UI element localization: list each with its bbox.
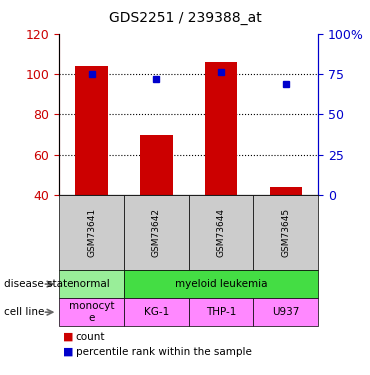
- Text: cell line: cell line: [4, 307, 44, 317]
- Bar: [205, 62, 237, 195]
- Text: percentile rank within the sample: percentile rank within the sample: [76, 347, 252, 357]
- Text: myeloid leukemia: myeloid leukemia: [175, 279, 267, 289]
- Bar: [270, 187, 302, 195]
- Text: THP-1: THP-1: [206, 307, 236, 317]
- Text: ■: ■: [63, 332, 73, 342]
- Text: disease state: disease state: [4, 279, 73, 289]
- Bar: [75, 66, 108, 195]
- Text: U937: U937: [272, 307, 299, 317]
- Text: count: count: [76, 332, 105, 342]
- Text: GSM73644: GSM73644: [216, 208, 226, 257]
- Text: ■: ■: [63, 347, 73, 357]
- Text: GSM73645: GSM73645: [281, 208, 290, 257]
- Text: GDS2251 / 239388_at: GDS2251 / 239388_at: [109, 11, 261, 25]
- Text: GSM73642: GSM73642: [152, 208, 161, 257]
- Text: normal: normal: [73, 279, 110, 289]
- Text: KG-1: KG-1: [144, 307, 169, 317]
- Text: monocyt
e: monocyt e: [69, 302, 114, 323]
- Bar: [140, 135, 172, 195]
- Text: GSM73641: GSM73641: [87, 208, 96, 257]
